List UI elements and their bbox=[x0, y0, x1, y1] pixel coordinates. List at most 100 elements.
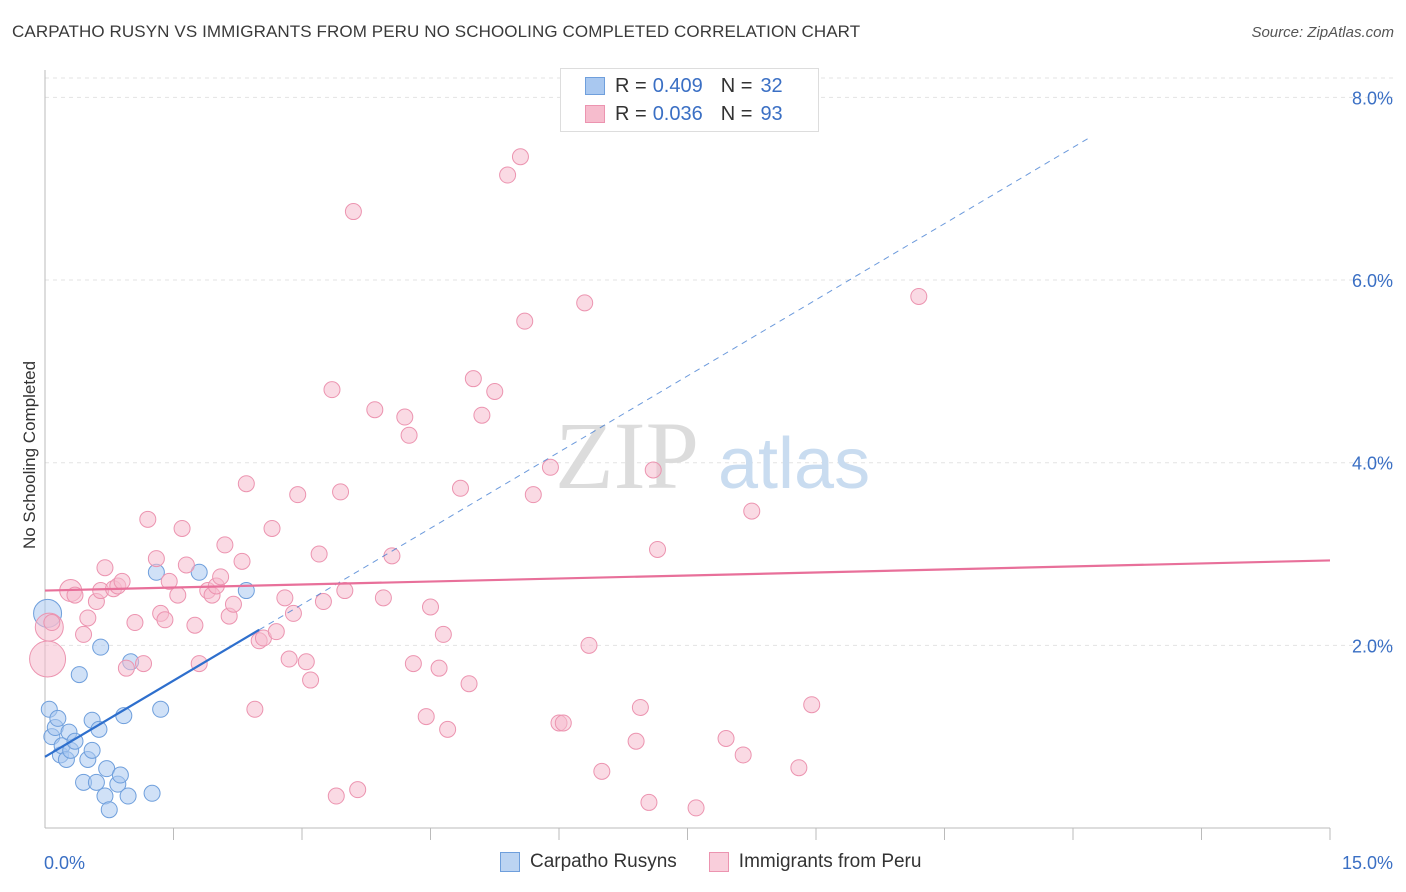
legend-r-value: 0.409 bbox=[652, 74, 703, 97]
data-point bbox=[302, 671, 320, 689]
data-point bbox=[92, 638, 110, 656]
data-point bbox=[135, 655, 153, 673]
legend-r-label: R = bbox=[615, 74, 647, 97]
legend-n-value: 32 bbox=[760, 74, 783, 97]
data-point bbox=[687, 799, 705, 817]
data-point bbox=[263, 519, 281, 537]
data-point bbox=[289, 486, 307, 504]
data-point bbox=[404, 655, 422, 673]
data-point bbox=[79, 609, 97, 627]
data-point bbox=[593, 762, 611, 780]
data-point bbox=[464, 370, 482, 388]
legend-row-peru: R = 0.036 N = 93 bbox=[585, 102, 783, 126]
data-point bbox=[430, 659, 448, 677]
data-point bbox=[212, 568, 230, 586]
data-point bbox=[649, 540, 667, 558]
legend-r-label: R = bbox=[615, 102, 647, 125]
legend-n-value: 93 bbox=[760, 102, 783, 125]
series-legend-carpatho[interactable]: Carpatho Rusyns bbox=[500, 851, 677, 873]
data-point bbox=[96, 559, 114, 577]
source-label: Source: ZipAtlas.com bbox=[1251, 24, 1394, 41]
data-point bbox=[486, 382, 504, 400]
data-point bbox=[43, 614, 61, 632]
y-tick-label: 8.0% bbox=[1352, 88, 1393, 108]
legend-r-value: 0.036 bbox=[652, 102, 703, 125]
data-point bbox=[87, 773, 105, 791]
legend-row-carpatho: R = 0.409 N = 32 bbox=[585, 74, 783, 98]
data-point bbox=[237, 475, 255, 493]
data-point bbox=[267, 623, 285, 641]
data-point bbox=[417, 708, 435, 726]
data-point bbox=[284, 604, 302, 622]
data-point bbox=[297, 653, 315, 671]
trend-extension-0 bbox=[258, 136, 1091, 631]
data-point bbox=[349, 781, 367, 799]
data-point bbox=[49, 709, 67, 727]
data-point bbox=[743, 502, 761, 520]
data-point bbox=[554, 714, 572, 732]
data-point bbox=[156, 611, 174, 629]
series-swatch-peru bbox=[708, 852, 729, 872]
data-point bbox=[83, 741, 101, 759]
legend-n-label: N = bbox=[720, 102, 753, 125]
data-point bbox=[400, 426, 418, 444]
data-point bbox=[143, 784, 161, 802]
data-point bbox=[314, 593, 332, 611]
watermark-zip: ZIP bbox=[555, 402, 699, 509]
data-point bbox=[790, 759, 808, 777]
data-point bbox=[640, 793, 658, 811]
data-point bbox=[576, 294, 594, 312]
data-point bbox=[323, 381, 341, 399]
data-point bbox=[98, 760, 116, 778]
x-tick-label-min: 0.0% bbox=[44, 853, 85, 873]
data-point bbox=[177, 556, 195, 574]
data-point bbox=[803, 696, 821, 714]
data-point bbox=[374, 589, 392, 607]
data-point bbox=[644, 461, 662, 479]
data-point bbox=[336, 582, 354, 600]
trend-line-0 bbox=[44, 628, 260, 758]
data-point bbox=[541, 458, 559, 476]
data-point bbox=[439, 720, 457, 738]
data-point bbox=[224, 595, 242, 613]
watermark-atlas: atlas bbox=[718, 424, 870, 504]
y-tick-label: 2.0% bbox=[1352, 636, 1393, 656]
data-point bbox=[119, 787, 137, 805]
data-point bbox=[66, 586, 84, 604]
series-swatch-carpatho bbox=[500, 852, 520, 872]
data-point bbox=[460, 675, 478, 693]
data-point bbox=[717, 730, 735, 748]
data-point bbox=[29, 640, 67, 678]
data-point bbox=[516, 312, 534, 330]
data-point bbox=[276, 589, 294, 607]
data-point bbox=[580, 636, 598, 654]
series-immigrants-peru bbox=[29, 148, 928, 817]
data-point bbox=[100, 801, 118, 819]
axes bbox=[44, 70, 1331, 840]
data-point bbox=[126, 614, 144, 632]
data-point bbox=[139, 510, 157, 528]
data-point bbox=[160, 572, 178, 590]
data-point bbox=[111, 766, 129, 784]
data-point bbox=[70, 666, 88, 684]
trend-layer bbox=[44, 136, 1331, 758]
data-point bbox=[627, 732, 645, 750]
series-name-peru: Immigrants from Peru bbox=[738, 851, 922, 872]
data-point bbox=[396, 408, 414, 426]
y-tick-label: 6.0% bbox=[1352, 271, 1393, 291]
data-point bbox=[332, 483, 350, 501]
data-point bbox=[152, 700, 170, 718]
legend-swatch-peru bbox=[585, 105, 605, 123]
data-point bbox=[344, 203, 362, 221]
data-point bbox=[434, 625, 452, 643]
data-point bbox=[246, 700, 264, 718]
series-name-carpatho: Carpatho Rusyns bbox=[530, 851, 677, 872]
data-point bbox=[327, 787, 345, 805]
x-tick-label-max: 15.0% bbox=[1342, 853, 1393, 873]
legend-n-label: N = bbox=[720, 74, 753, 97]
data-point bbox=[473, 406, 491, 424]
data-point bbox=[169, 586, 187, 604]
series-legend-peru[interactable]: Immigrants from Peru bbox=[708, 851, 922, 873]
data-point bbox=[186, 616, 204, 634]
